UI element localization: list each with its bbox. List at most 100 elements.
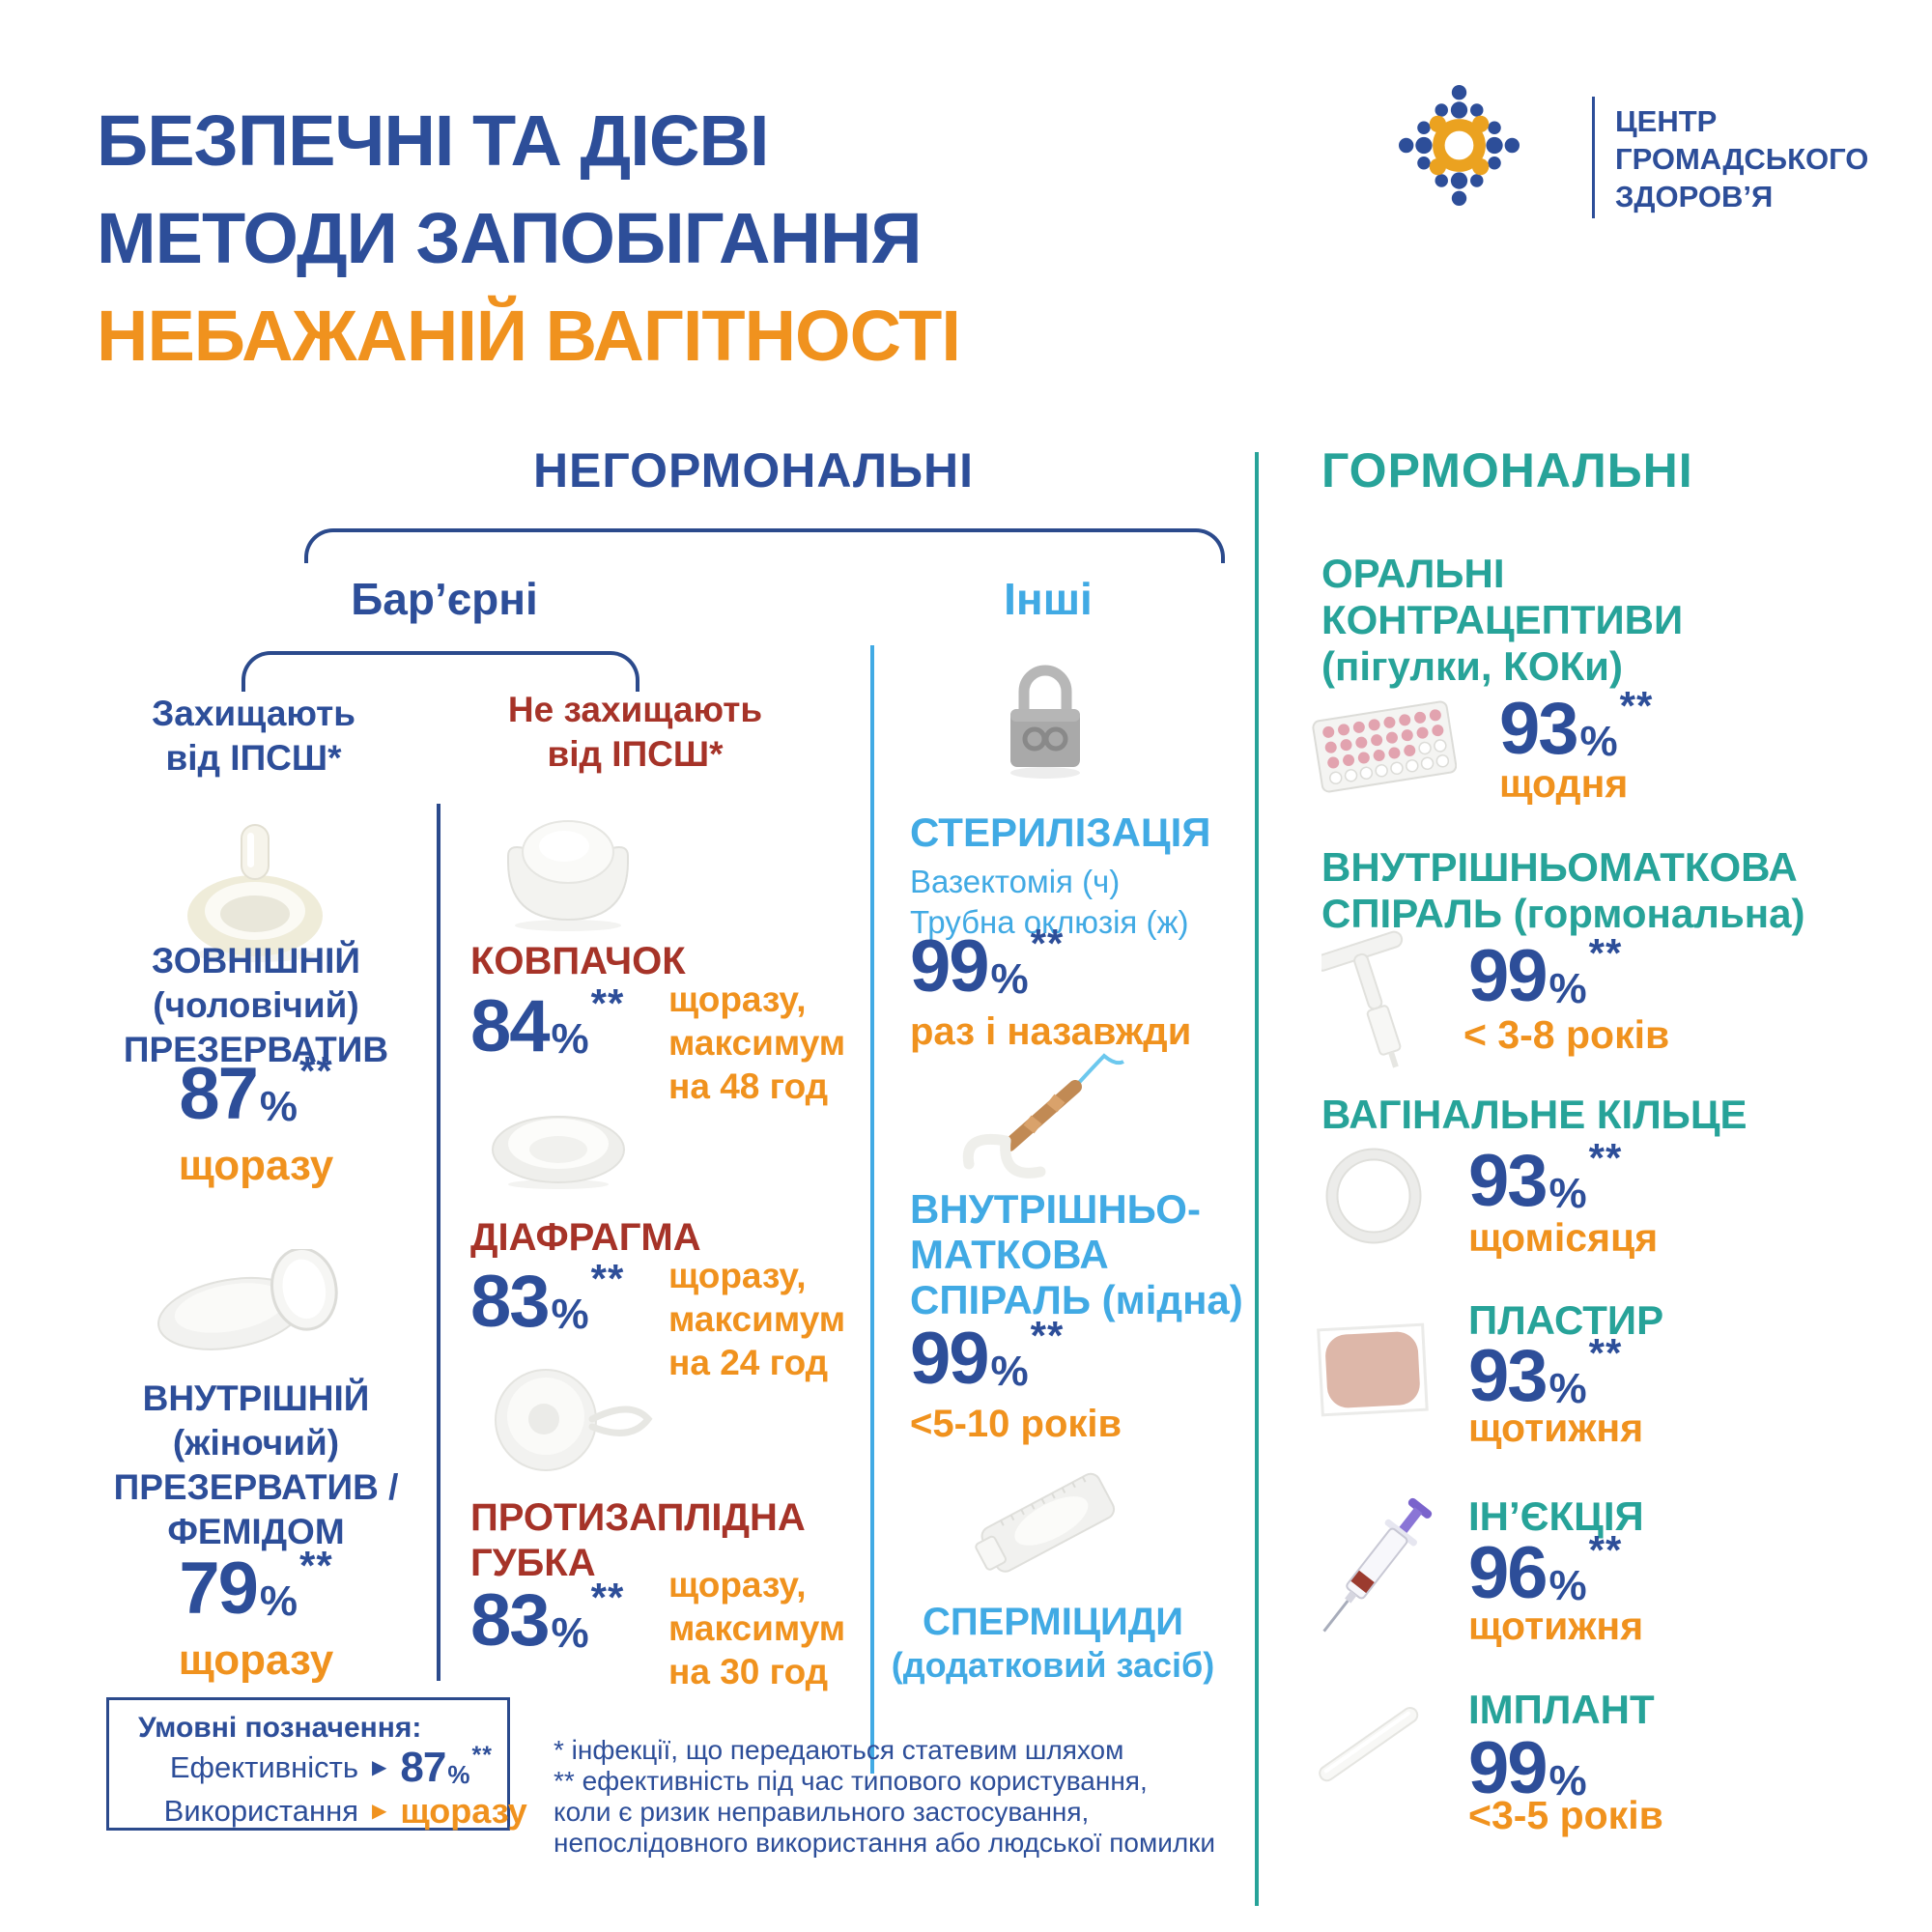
effectiveness-value: 93 <box>1468 1335 1548 1417</box>
protect-sti-line-2: від ІПСШ* <box>165 738 342 778</box>
sponge-name-line-1: ПРОТИЗАПЛІДНА <box>470 1496 806 1539</box>
percent-symbol: % <box>990 954 1029 1003</box>
patch-effectiveness: 93% ** <box>1468 1333 1622 1417</box>
sterilization-usage: раз і назавжди <box>910 1010 1192 1053</box>
padlock-icon <box>1010 665 1080 779</box>
effectiveness-value: 79 <box>179 1548 259 1630</box>
internal-condom-effectiveness: 79% ** <box>72 1546 440 1630</box>
copper-iud-effectiveness: 99% ** <box>910 1316 1064 1400</box>
external-condom-usage: щоразу <box>178 1142 334 1189</box>
effectiveness-value: 99 <box>910 1318 990 1400</box>
sponge-usage-line-1: щоразу, <box>668 1565 807 1605</box>
legend-title: Умовні позначення: <box>138 1712 422 1744</box>
logo-text-line-3: ЗДОРОВ’Я <box>1615 180 1774 213</box>
percent-symbol: % <box>1548 1756 1587 1804</box>
percent-symbol: % <box>1548 964 1587 1012</box>
percent-symbol: % <box>990 1347 1029 1395</box>
cervical-cap-image <box>507 820 629 931</box>
sterilization-effectiveness: 99% ** <box>910 923 1064 1004</box>
typical-use-asterisks: ** <box>298 1048 333 1094</box>
spermicides-name: СПЕРМІЦИДИ <box>922 1601 1184 1643</box>
percent-symbol: % <box>1579 717 1618 765</box>
internal-condom-name-line-2: (жіночий) <box>172 1423 340 1463</box>
sponge-image <box>495 1369 653 1471</box>
spermicides-sub: (додатковий засіб) <box>891 1645 1215 1685</box>
footnotes: * інфекції, що передаються статевим шлях… <box>554 1735 1215 1859</box>
oral-name-line-2: КОНТРАЦЕПТИВИ <box>1321 597 1684 642</box>
patch-image <box>1317 1322 1429 1417</box>
nonhormonal-bracket <box>304 528 1225 563</box>
percent-symbol: % <box>447 1760 470 1790</box>
effectiveness-value: 83 <box>470 1261 551 1343</box>
implant-effectiveness: 99% <box>1468 1731 1589 1804</box>
oral-usage: щодня <box>1499 761 1629 806</box>
effectiveness-value: 87 <box>400 1744 446 1791</box>
barrier-label: Бар’єрні <box>351 574 538 624</box>
effectiveness-value: 93 <box>1468 1140 1548 1222</box>
internal-condom-name-line-4: ФЕМІДОМ <box>167 1512 345 1551</box>
sponge-effectiveness: 83% ** <box>470 1577 624 1658</box>
barrier-column-divider <box>437 804 440 1681</box>
diaphragm-effectiveness: 83% ** <box>470 1259 624 1343</box>
hormonal-iud-name-line-2: СПІРАЛЬ (гормональна) <box>1321 891 1805 936</box>
legend-arrow-icon: ▶ <box>372 1756 387 1778</box>
vaginal-ring-image <box>1325 1148 1422 1244</box>
hormonal-iud-effectiveness: 99% ** <box>1468 933 1622 1017</box>
sponge-name-line-2: ГУБКА <box>470 1542 596 1584</box>
injection-name: ІН’ЄКЦІЯ <box>1468 1493 1644 1539</box>
pill-blister-image <box>1312 700 1457 793</box>
effectiveness-value: 96 <box>1468 1532 1548 1614</box>
cap-effectiveness: 84% ** <box>470 983 624 1067</box>
effectiveness-value: 99 <box>1468 935 1548 1017</box>
footnote-line-1: * інфекції, що передаються статевим шлях… <box>554 1735 1124 1765</box>
diaphragm-usage: щоразу, максимум на 24 год <box>668 1254 845 1384</box>
patch-usage: щотижня <box>1468 1406 1644 1450</box>
sterilization-sub-1: Вазектомія (ч) <box>910 864 1121 899</box>
ring-name: ВАГІНАЛЬНЕ КІЛЬЦЕ <box>1321 1092 1747 1137</box>
title-line-2: МЕТОДИ ЗАПОБІГАННЯ <box>97 198 923 278</box>
typical-use-asterisks: ** <box>1588 930 1623 976</box>
sponge-usage-line-3: на 30 год <box>668 1652 829 1691</box>
implant-image <box>1319 1706 1419 1782</box>
external-condom-effectiveness: 87% ** <box>82 1051 430 1131</box>
oral-name-line-1: ОРАЛЬНІ <box>1321 551 1505 596</box>
effectiveness-value: 84 <box>470 985 551 1067</box>
other-label: Інші <box>1004 574 1093 624</box>
internal-condom-name: ВНУТРІШНІЙ (жіночий) ПРЕЗЕРВАТИВ / ФЕМІД… <box>72 1377 440 1554</box>
title-line-3: НЕБАЖАНІЙ ВАГІТНОСТІ <box>97 296 961 376</box>
typical-use-asterisks: ** <box>590 980 625 1026</box>
diaphragm-usage-line-2: максимум <box>668 1299 846 1339</box>
hormonal-iud-name-line-1: ВНУТРІШНЬОМАТКОВА <box>1321 844 1798 890</box>
public-health-center-logo-icon <box>1399 85 1520 206</box>
hormonal-iud-name: ВНУТРІШНЬОМАТКОВА СПІРАЛЬ (гормональна) <box>1321 844 1804 937</box>
diaphragm-name: ДІАФРАГМА <box>470 1216 701 1259</box>
syringe-image <box>1322 1497 1433 1633</box>
legend-usage-value: щоразу <box>400 1791 527 1831</box>
title-line-1: БЕЗПЕЧНІ ТА ДІЄВІ <box>97 100 769 181</box>
legend-effectiveness-label: Ефективність <box>169 1749 358 1784</box>
logo-divider <box>1592 97 1595 218</box>
injection-usage: щотижня <box>1468 1604 1644 1648</box>
page-title: БЕЗПЕЧНІ ТА ДІЄВІ МЕТОДИ ЗАПОБІГАННЯ НЕБ… <box>97 92 961 384</box>
sponge-usage-line-2: максимум <box>668 1608 846 1648</box>
cap-usage: щоразу, максимум на 48 год <box>668 978 845 1108</box>
logo-text-line-1: ЦЕНТР <box>1615 104 1718 138</box>
percent-symbol: % <box>259 1082 298 1130</box>
percent-symbol: % <box>551 1290 589 1338</box>
spermicide-image <box>975 1472 1116 1573</box>
ring-usage: щомісяця <box>1468 1215 1659 1260</box>
typical-use-asterisks: ** <box>1588 1527 1623 1573</box>
copper-iud-name-line-3: СПІРАЛЬ (мідна) <box>910 1277 1243 1322</box>
no-protect-sti-line-1: Не захищають <box>507 690 763 729</box>
protect-sti-label: Захищають від ІПСШ* <box>87 692 420 781</box>
copper-iud-usage: <5-10 років <box>910 1403 1122 1445</box>
injection-effectiveness: 96% ** <box>1468 1530 1622 1614</box>
percent-symbol: % <box>1548 1561 1587 1609</box>
cap-usage-line-1: щоразу, <box>668 980 807 1019</box>
hormonal-iud-image <box>1321 930 1404 1068</box>
cap-name: КОВПАЧОК <box>470 940 686 982</box>
footnote-line-3: коли є ризик неправильного застосування, <box>554 1797 1090 1827</box>
typical-use-asterisks: ** <box>298 1543 333 1588</box>
legend-usage-label: Використання <box>163 1794 358 1828</box>
